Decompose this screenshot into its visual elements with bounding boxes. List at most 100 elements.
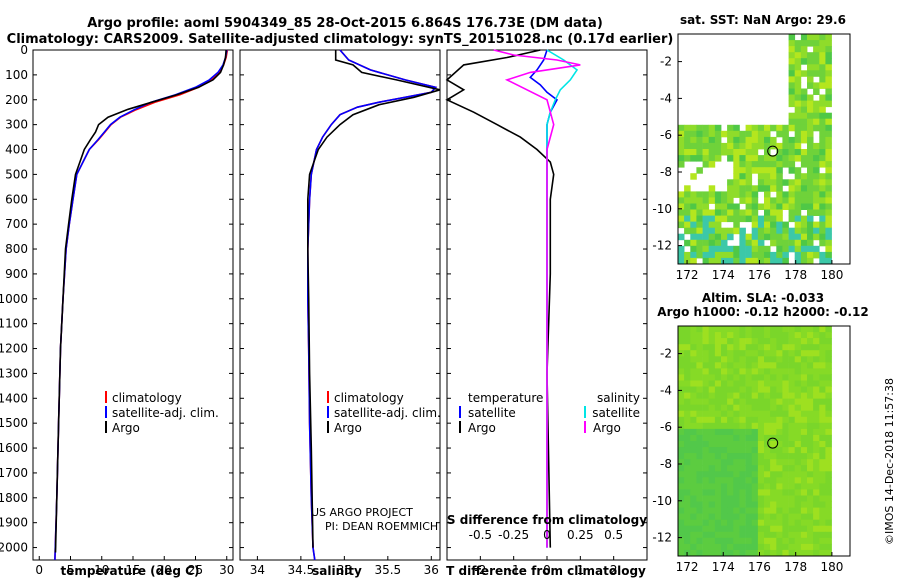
map-cell [733,124,740,132]
map-cell [739,142,746,150]
map-cell [721,209,728,216]
map-cell [807,227,814,235]
map-cell [696,434,703,442]
map-cell [727,149,734,156]
map-cell [788,136,796,144]
map-cell [684,380,691,387]
map-cell [690,197,697,204]
map-cell [757,130,765,138]
map-cell [825,434,832,442]
map-cell [813,447,820,454]
map-cell [807,100,814,108]
map-cell [764,374,771,381]
map-cell [733,434,740,442]
map-cell [721,519,728,527]
map-cell [800,434,808,442]
map-cell [745,338,753,345]
map-cell [764,257,771,265]
map-cell [794,386,802,393]
map-cell [702,410,710,418]
map-cell [770,344,777,351]
map-cell [776,471,783,478]
map-cell [788,543,796,551]
map-cell [733,338,740,345]
map-cell [788,326,796,333]
map-cell [794,191,802,198]
map-cell [794,215,802,223]
map-cell [690,525,697,533]
map-cell [751,495,759,502]
map-x-tick-label: 178 [784,268,807,282]
map-cell [739,209,746,216]
map-cell [708,416,716,424]
map-cell [825,149,832,156]
map-cell [757,459,765,466]
x-tick-label: 10 [94,563,109,577]
map-cell [819,386,826,393]
map-cell [757,203,765,210]
map-cell [825,88,832,95]
map-cell [739,507,746,515]
map-cell [807,531,814,539]
map-cell [794,203,802,210]
map-cell [776,332,783,339]
map-y-tick-label: -6 [660,420,672,434]
map-cell [751,221,759,229]
x-tick-label: 20 [157,563,172,577]
map-cell [764,251,771,259]
map-cell [782,130,789,138]
map-cell [794,155,802,162]
map-cell [745,507,753,515]
map-cell [690,489,697,496]
map-cell [819,477,826,484]
map-cell [714,209,722,216]
map-cell [702,130,710,138]
map-cell [807,392,814,400]
map-cell [757,543,765,551]
map-cell [819,94,826,101]
map-cell [794,46,802,53]
map-cell [690,239,697,247]
map-cell [757,531,765,539]
map-cell [727,338,734,345]
map-cell [807,239,814,247]
map-cell [770,495,777,502]
map-cell [819,82,826,89]
map-cell [819,130,826,138]
map-cell [764,434,771,442]
map-cell [708,130,716,138]
map-cell [764,453,771,460]
map-cell [739,239,746,247]
map-cell [714,549,722,557]
map-y-tick-label: -10 [652,202,672,216]
map-cell [751,239,759,247]
map-cell [702,549,710,557]
map-cell [764,326,771,333]
map-cell [733,209,740,216]
map-cell [727,410,734,418]
map-cell [757,362,765,369]
map-cell [684,221,691,229]
depth-tick-label: 1800 [0,491,28,505]
map-cell [757,410,765,418]
map-cell [684,404,691,412]
map-cell [825,489,832,496]
map-cell [794,88,802,95]
map-cell [807,197,814,204]
x-tick-label: 30 [219,563,234,577]
map-cell [770,447,777,454]
map-x-tick-label: 172 [676,268,699,282]
map-cell [776,447,783,454]
map-cell [751,197,759,204]
map-cell [733,471,740,478]
map-cell [813,179,820,186]
map-cell [782,537,789,545]
map-cell [690,416,697,424]
map-cell [757,404,765,412]
map-cell [770,525,777,533]
map-cell [800,70,808,77]
map-cell [721,549,728,557]
map-cell [690,257,697,265]
map-cell [782,398,789,406]
map-cell [776,441,783,448]
